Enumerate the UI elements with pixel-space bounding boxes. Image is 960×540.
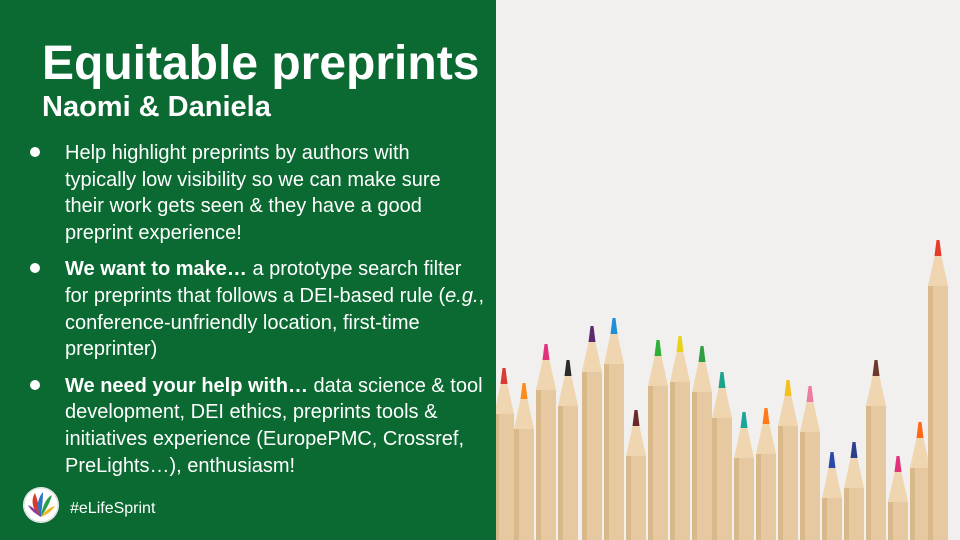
- pencil: [670, 336, 690, 540]
- pencil: [778, 380, 798, 540]
- pencil: [496, 368, 514, 540]
- pencil: [866, 360, 886, 540]
- pencil: [536, 344, 556, 540]
- pencil: [888, 456, 908, 540]
- green-text-panel: Equitable preprints Naomi & Daniela Help…: [0, 0, 496, 540]
- pencil: [648, 340, 668, 540]
- bullet-text: Help highlight preprints by authors with…: [65, 142, 441, 244]
- bullet-item: We need your help with… data science & t…: [30, 373, 485, 479]
- bullet-item: Help highlight preprints by authors with…: [30, 140, 485, 246]
- hashtag: #eLifeSprint: [70, 500, 156, 517]
- pencil: [692, 346, 712, 540]
- pencil: [558, 360, 578, 540]
- bullet-item: We want to make… a prototype search filt…: [30, 256, 485, 362]
- pencil: [582, 326, 602, 540]
- slide-subtitle: Naomi & Daniela: [42, 91, 271, 123]
- pencil: [928, 240, 948, 540]
- pencil: [910, 422, 930, 540]
- pencil: [626, 410, 646, 540]
- colored-pencils-photo: [496, 0, 960, 540]
- bullet-bold-text: We want to make…: [65, 258, 247, 281]
- slide-title: Equitable preprints: [42, 37, 480, 90]
- pencil: [844, 442, 864, 540]
- bullet-dot-icon: [30, 263, 40, 274]
- bullet-italic-text: e.g.: [445, 284, 479, 307]
- pencil: [734, 412, 754, 540]
- pencil: [800, 386, 820, 540]
- pencil: [514, 383, 534, 540]
- bullet-bold-text: We need your help with…: [65, 374, 308, 397]
- pencil: [604, 318, 624, 540]
- bullet-text-continued: , conference-unfriendly location, first-…: [65, 284, 485, 361]
- bullet-list: Help highlight preprints by authors with…: [30, 140, 485, 489]
- bullet-dot-icon: [30, 379, 40, 390]
- pencil: [822, 452, 842, 540]
- pencil: [712, 372, 732, 540]
- pencil: [756, 408, 776, 540]
- bullet-text: data science & tool development, DEI eth…: [65, 374, 483, 477]
- elife-sprint-logo-icon: [23, 487, 59, 523]
- bullet-text: a prototype search filter for preprints …: [65, 258, 462, 307]
- bullet-dot-icon: [30, 147, 40, 157]
